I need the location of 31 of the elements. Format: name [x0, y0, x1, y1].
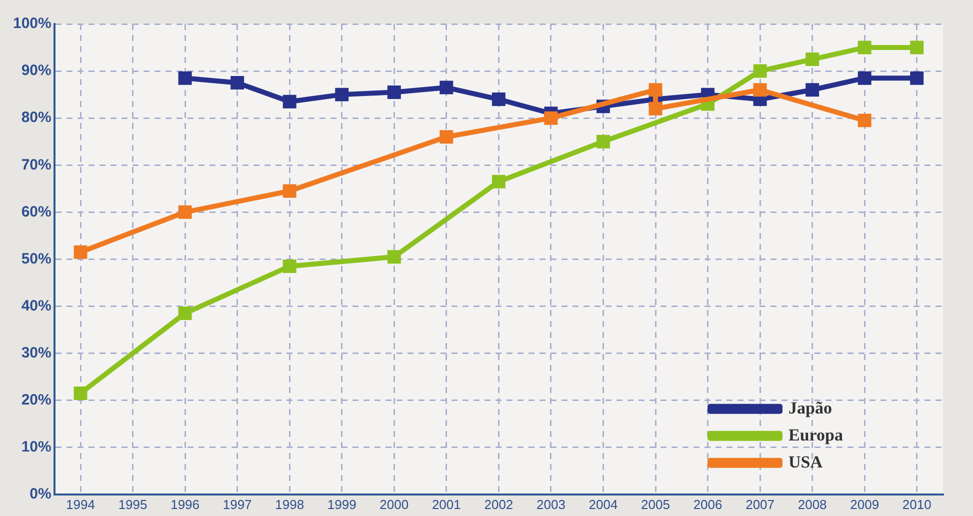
x-tick-label: 1998 — [275, 496, 304, 512]
legend-label: Europa — [788, 425, 844, 444]
x-tick-label: 1994 — [66, 496, 95, 512]
x-tick-label: 1996 — [170, 496, 200, 512]
x-tick-label: 2010 — [902, 496, 932, 512]
x-tick-label: 2000 — [380, 496, 409, 512]
legend-label: USA — [788, 452, 824, 472]
x-tick-label: 2009 — [850, 496, 880, 512]
legend-label: Japão — [788, 398, 832, 418]
y-tick-label: 90% — [21, 62, 52, 80]
y-tick-label: 50% — [21, 250, 52, 268]
x-tick-label: 2002 — [484, 496, 514, 512]
x-tick-label: 1999 — [327, 496, 356, 512]
y-tick-label: 20% — [21, 391, 52, 408]
x-tick-label: 1995 — [118, 496, 148, 512]
y-tick-label: 70% — [21, 156, 52, 174]
y-tick-label: 40% — [21, 297, 52, 314]
y-tick-label: 10% — [21, 438, 52, 456]
x-tick-label: 2001 — [432, 496, 461, 512]
x-tick-label: 1997 — [222, 496, 252, 512]
y-tick-label: 100% — [12, 15, 52, 32]
y-tick-label: 30% — [21, 344, 52, 362]
x-tick-label: 2007 — [746, 496, 775, 512]
x-tick-label: 2004 — [588, 496, 618, 512]
y-tick-label: 60% — [21, 203, 52, 220]
x-tick-label: 2005 — [641, 496, 670, 512]
y-tick-label: 0% — [30, 486, 52, 503]
x-tick-label: 2003 — [536, 496, 566, 512]
x-tick-label: 2006 — [693, 496, 722, 512]
x-tick-label: 2008 — [798, 496, 827, 512]
y-tick-label: 80% — [21, 109, 52, 126]
